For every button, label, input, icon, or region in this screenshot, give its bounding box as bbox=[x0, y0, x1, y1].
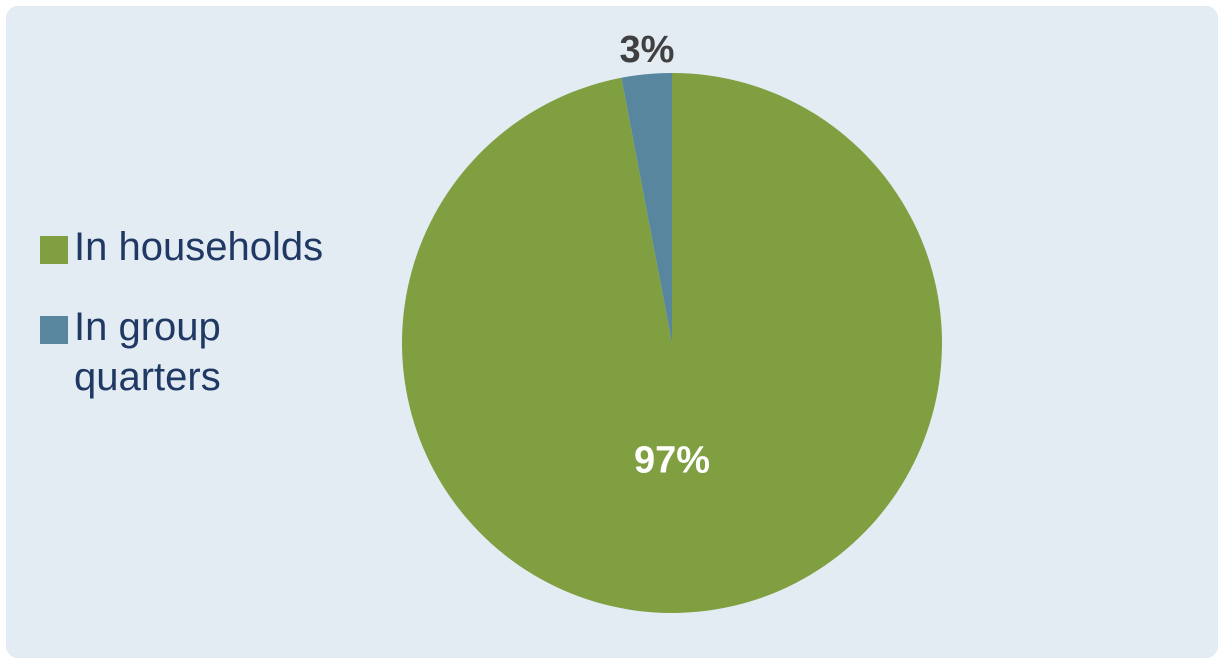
legend-label-group-quarters: In group quarters bbox=[74, 305, 221, 399]
legend-label-households: In households bbox=[74, 225, 324, 269]
pie-slice-group-quarters bbox=[621, 73, 672, 343]
pie-slice-households bbox=[401, 73, 942, 613]
legend-swatch-households bbox=[40, 236, 68, 264]
data-label-households: 97% bbox=[634, 440, 710, 482]
data-label-group-quarters: 3% bbox=[620, 29, 675, 71]
legend-item-group-quarters: In group quarters bbox=[40, 302, 414, 402]
legend-swatch-group-quarters bbox=[40, 316, 68, 344]
chart-legend: In households In group quarters bbox=[40, 222, 414, 432]
legend-item-households: In households bbox=[40, 222, 414, 272]
